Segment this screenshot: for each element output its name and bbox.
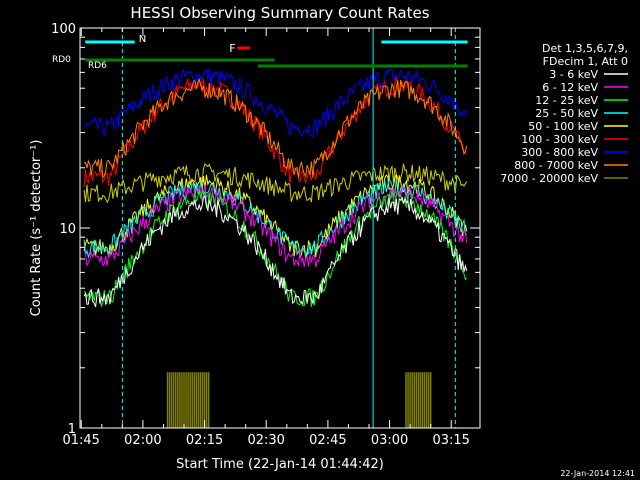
- rd6-label: RD6: [88, 61, 107, 71]
- x-tick-label: 02:45: [309, 433, 346, 448]
- series-line: [83, 67, 468, 139]
- x-tick-label: 03:15: [432, 433, 469, 448]
- flare-label: F: [229, 42, 235, 55]
- x-tick-label: 01:45: [62, 433, 99, 448]
- series-line: [83, 162, 468, 204]
- legend-label: 800 - 7000 keV: [514, 159, 598, 172]
- night-label: N: [139, 34, 146, 45]
- x-tick-label: 02:30: [247, 433, 284, 448]
- legend-label: 100 - 300 keV: [521, 133, 598, 146]
- series-line: [83, 184, 468, 268]
- timestamp: 22-Jan-2014 12:41: [560, 469, 635, 478]
- chart-title: HESSI Observing Summary Count Rates: [130, 4, 429, 22]
- x-axis-label: Start Time (22-Jan-14 01:44:42): [176, 457, 384, 472]
- legend-header: Det 1,3,5,6,7,9,: [542, 42, 628, 55]
- legend-label: 300 - 800 keV: [521, 146, 598, 159]
- series-line: [83, 78, 468, 179]
- y-tick-label: 1: [68, 422, 76, 437]
- legend-label: 25 - 50 keV: [535, 107, 598, 120]
- y-tick-label: 100: [51, 22, 76, 37]
- series-line: [83, 196, 468, 308]
- legend-label: 6 - 12 keV: [542, 81, 598, 94]
- x-tick-label: 03:00: [371, 433, 408, 448]
- x-tick-label: 02:15: [186, 433, 223, 448]
- y-tick-label: 10: [59, 222, 76, 237]
- y-axis-label: Count Rate (s⁻¹ detector⁻¹): [29, 140, 44, 317]
- legend-label: 7000 - 20000 keV: [500, 172, 598, 185]
- legend-header: FDecim 1, Att 0: [543, 55, 628, 68]
- legend-label: 12 - 25 keV: [535, 94, 598, 107]
- legend-label: 50 - 100 keV: [528, 120, 598, 133]
- series-line: [83, 174, 468, 259]
- x-tick-label: 02:00: [124, 433, 161, 448]
- rd0-label: RD0: [52, 55, 71, 65]
- series-line: [83, 177, 468, 259]
- legend-label: 3 - 6 keV: [549, 68, 598, 81]
